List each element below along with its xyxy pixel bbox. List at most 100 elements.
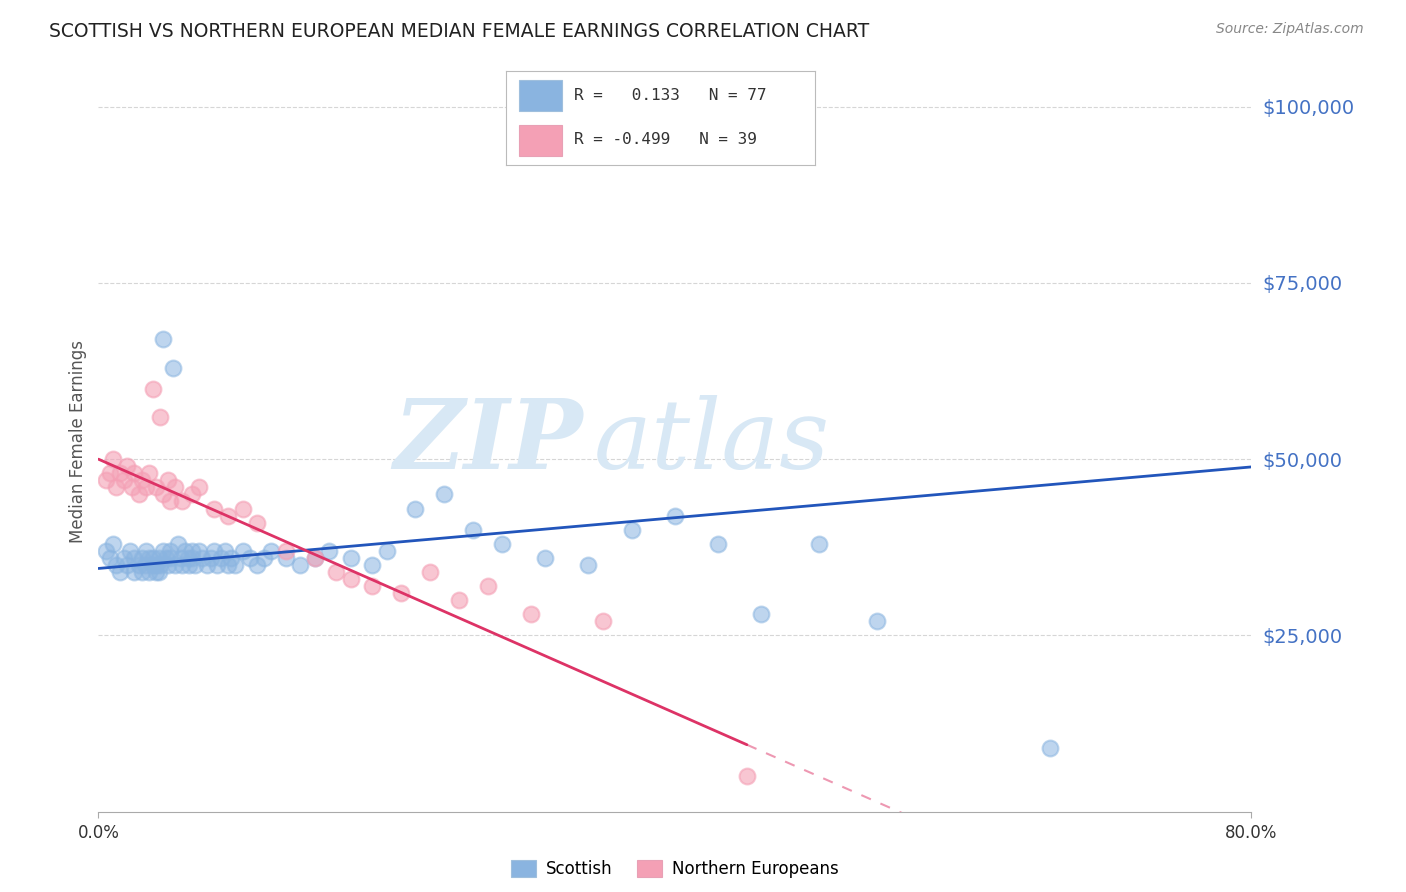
Point — [156, 558, 179, 572]
Point — [135, 480, 157, 494]
Point — [159, 550, 181, 565]
Point — [217, 508, 239, 523]
Point — [751, 607, 773, 622]
Point — [124, 550, 146, 565]
Text: SCOTTISH VS NORTHERN EUROPEAN MEDIAN FEMALE EARNINGS CORRELATION CHART: SCOTTISH VS NORTHERN EUROPEAN MEDIAN FEM… — [49, 22, 869, 41]
Point — [104, 558, 127, 572]
Point — [202, 501, 225, 516]
Point — [135, 544, 157, 558]
Y-axis label: Median Female Earnings: Median Female Earnings — [69, 340, 87, 543]
Point — [707, 537, 730, 551]
Point — [108, 467, 131, 481]
Point — [170, 558, 193, 572]
Text: ZIP: ZIP — [394, 394, 582, 489]
Point — [163, 558, 186, 572]
Point — [101, 452, 124, 467]
Point — [578, 558, 600, 572]
Point — [290, 558, 312, 572]
Point — [149, 558, 172, 572]
Point — [117, 459, 139, 474]
Point — [128, 487, 150, 501]
Point — [219, 550, 242, 565]
Point — [200, 550, 222, 565]
Point — [274, 544, 297, 558]
Text: R = -0.499   N = 39: R = -0.499 N = 39 — [574, 132, 756, 147]
Point — [361, 579, 384, 593]
Point — [145, 558, 167, 572]
Point — [188, 480, 211, 494]
Point — [534, 550, 557, 565]
FancyBboxPatch shape — [519, 125, 562, 156]
Point — [155, 550, 177, 565]
Point — [117, 558, 139, 572]
Point — [142, 558, 165, 572]
Point — [246, 558, 269, 572]
Point — [253, 550, 276, 565]
Point — [520, 607, 543, 622]
Point — [169, 550, 191, 565]
Point — [361, 558, 384, 572]
Point — [149, 409, 172, 424]
Point — [131, 565, 153, 579]
Point — [664, 508, 686, 523]
Point — [807, 537, 830, 551]
Point — [205, 558, 228, 572]
Point — [142, 550, 165, 565]
Point — [191, 550, 214, 565]
Point — [231, 544, 254, 558]
Point — [112, 550, 135, 565]
Point — [181, 544, 204, 558]
Point — [181, 487, 204, 501]
Point — [209, 550, 232, 565]
Point — [274, 550, 297, 565]
FancyBboxPatch shape — [519, 79, 562, 111]
Point — [108, 565, 131, 579]
Point — [148, 550, 170, 565]
Point — [124, 467, 146, 481]
Point — [405, 501, 427, 516]
Point — [98, 550, 121, 565]
Point — [866, 615, 889, 629]
Point — [148, 565, 170, 579]
Point — [131, 473, 153, 487]
Point — [339, 550, 361, 565]
Point — [112, 473, 135, 487]
Point — [163, 480, 186, 494]
Point — [202, 544, 225, 558]
Point — [735, 769, 758, 783]
Point — [94, 544, 117, 558]
Point — [419, 565, 441, 579]
Point — [159, 544, 181, 558]
Point — [162, 360, 184, 375]
Point — [179, 558, 201, 572]
Point — [477, 579, 499, 593]
Point — [101, 537, 124, 551]
Point — [389, 586, 412, 600]
Point — [177, 550, 200, 565]
Point — [224, 558, 246, 572]
Point — [491, 537, 513, 551]
Point — [104, 480, 127, 494]
Point — [433, 487, 456, 501]
Point — [195, 558, 218, 572]
Text: atlas: atlas — [595, 394, 831, 489]
Point — [318, 544, 340, 558]
Point — [325, 565, 347, 579]
Point — [246, 516, 269, 530]
Point — [145, 480, 167, 494]
Point — [375, 544, 398, 558]
Point — [145, 565, 167, 579]
Point — [1038, 741, 1062, 756]
Point — [156, 473, 179, 487]
Text: R =   0.133   N = 77: R = 0.133 N = 77 — [574, 87, 766, 103]
Point — [159, 494, 181, 508]
Point — [339, 572, 361, 586]
Point — [120, 544, 142, 558]
Point — [461, 523, 484, 537]
Point — [94, 473, 117, 487]
Point — [166, 537, 188, 551]
Point — [231, 501, 254, 516]
Point — [131, 550, 153, 565]
Point — [142, 382, 165, 396]
Point — [620, 523, 643, 537]
